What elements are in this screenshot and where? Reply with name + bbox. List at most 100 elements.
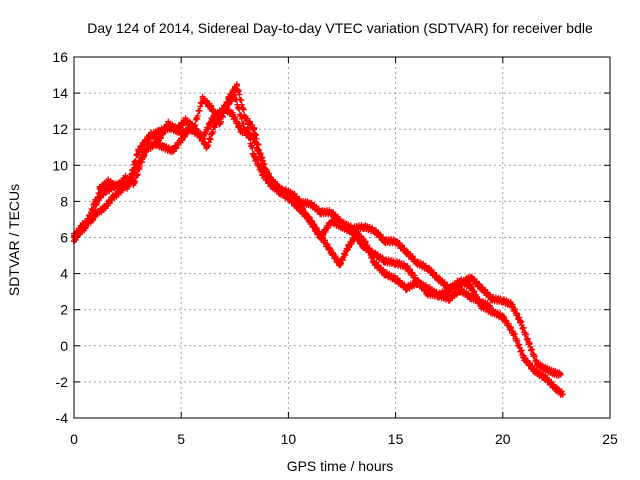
y-tick-label: 12 bbox=[52, 121, 68, 137]
data-point bbox=[317, 234, 324, 241]
data-point bbox=[296, 202, 303, 209]
data-point bbox=[499, 297, 506, 304]
data-point bbox=[559, 391, 566, 398]
data-point bbox=[531, 368, 538, 375]
data-point bbox=[521, 355, 528, 362]
data-point bbox=[371, 259, 378, 266]
data-point bbox=[381, 257, 388, 264]
y-tick-label: -4 bbox=[56, 410, 69, 426]
data-point bbox=[167, 124, 174, 131]
data-point bbox=[553, 386, 560, 393]
data-point bbox=[328, 209, 335, 216]
data-point bbox=[238, 128, 245, 135]
data-point bbox=[542, 366, 549, 373]
data-point bbox=[169, 147, 176, 154]
data-point bbox=[381, 270, 388, 277]
data-point bbox=[251, 126, 258, 133]
data-point bbox=[229, 111, 236, 118]
data-point bbox=[152, 140, 159, 147]
data-point bbox=[542, 375, 549, 382]
data-point bbox=[371, 227, 378, 234]
data-point bbox=[349, 229, 356, 236]
data-point bbox=[339, 223, 345, 230]
data-point bbox=[467, 283, 474, 290]
y-tick-label: -2 bbox=[56, 374, 69, 390]
x-tick-label: 25 bbox=[602, 431, 618, 447]
data-point bbox=[557, 371, 564, 378]
data-point bbox=[424, 290, 431, 297]
x-tick-label: 20 bbox=[495, 431, 511, 447]
data-point bbox=[103, 187, 110, 194]
data-point bbox=[446, 295, 453, 302]
chart-title: Day 124 of 2014, Sidereal Day-to-day VTE… bbox=[87, 20, 593, 36]
x-tick-label: 5 bbox=[177, 431, 185, 447]
y-tick-label: 0 bbox=[60, 338, 68, 354]
x-tick-label: 15 bbox=[388, 431, 404, 447]
data-point bbox=[403, 263, 410, 270]
data-point bbox=[306, 218, 313, 225]
data-point bbox=[81, 225, 88, 232]
data-points bbox=[71, 81, 566, 398]
data-point bbox=[392, 259, 399, 266]
data-point bbox=[113, 182, 120, 189]
data-point bbox=[101, 205, 108, 212]
y-tick-label: 10 bbox=[52, 157, 68, 173]
data-point bbox=[92, 198, 99, 205]
data-point bbox=[208, 104, 215, 111]
x-tick-label: 0 bbox=[70, 431, 78, 447]
data-point bbox=[392, 238, 399, 245]
data-point bbox=[516, 317, 523, 324]
data-point bbox=[268, 176, 275, 183]
data-point bbox=[336, 261, 343, 268]
data-point bbox=[499, 313, 506, 320]
data-point bbox=[233, 82, 240, 89]
data-point bbox=[435, 292, 442, 299]
data-point bbox=[508, 301, 515, 308]
data-point bbox=[124, 183, 131, 190]
data-point bbox=[203, 144, 210, 151]
data-point bbox=[156, 128, 163, 135]
y-tick-label: 4 bbox=[60, 266, 68, 282]
data-point bbox=[414, 259, 421, 266]
data-point bbox=[285, 192, 292, 199]
data-point bbox=[467, 274, 474, 281]
data-point bbox=[360, 243, 367, 250]
data-point bbox=[403, 248, 410, 255]
x-tick-label: 10 bbox=[281, 431, 297, 447]
data-point bbox=[489, 295, 496, 302]
data-point bbox=[182, 117, 189, 124]
data-point bbox=[345, 243, 352, 250]
data-point bbox=[276, 185, 283, 192]
data-point bbox=[178, 137, 185, 144]
data-point bbox=[510, 330, 517, 337]
data-point bbox=[435, 276, 442, 283]
data-point bbox=[328, 218, 335, 225]
data-point bbox=[161, 144, 168, 151]
data-point bbox=[231, 91, 238, 98]
data-point bbox=[489, 308, 496, 315]
data-point bbox=[199, 95, 206, 102]
data-point bbox=[534, 360, 541, 367]
data-point bbox=[446, 286, 453, 293]
data-point bbox=[259, 164, 266, 171]
data-point bbox=[403, 285, 410, 292]
data-point bbox=[371, 250, 378, 257]
data-point bbox=[139, 155, 146, 162]
data-point bbox=[146, 133, 153, 140]
data-point bbox=[242, 129, 249, 136]
grid-lines bbox=[74, 57, 610, 418]
data-point bbox=[414, 277, 421, 284]
y-tick-label: 2 bbox=[60, 302, 68, 318]
y-tick-label: 8 bbox=[60, 193, 68, 209]
data-point bbox=[156, 135, 163, 142]
data-point bbox=[551, 369, 558, 376]
data-point bbox=[306, 200, 313, 207]
data-point bbox=[210, 113, 217, 120]
data-point bbox=[360, 223, 367, 230]
x-axis-label: GPS time / hours bbox=[287, 458, 394, 474]
data-point bbox=[105, 178, 112, 185]
plot-frame bbox=[73, 56, 611, 419]
data-point bbox=[96, 185, 103, 192]
y-axis-label: SDTVAR / TECUs bbox=[6, 184, 22, 296]
